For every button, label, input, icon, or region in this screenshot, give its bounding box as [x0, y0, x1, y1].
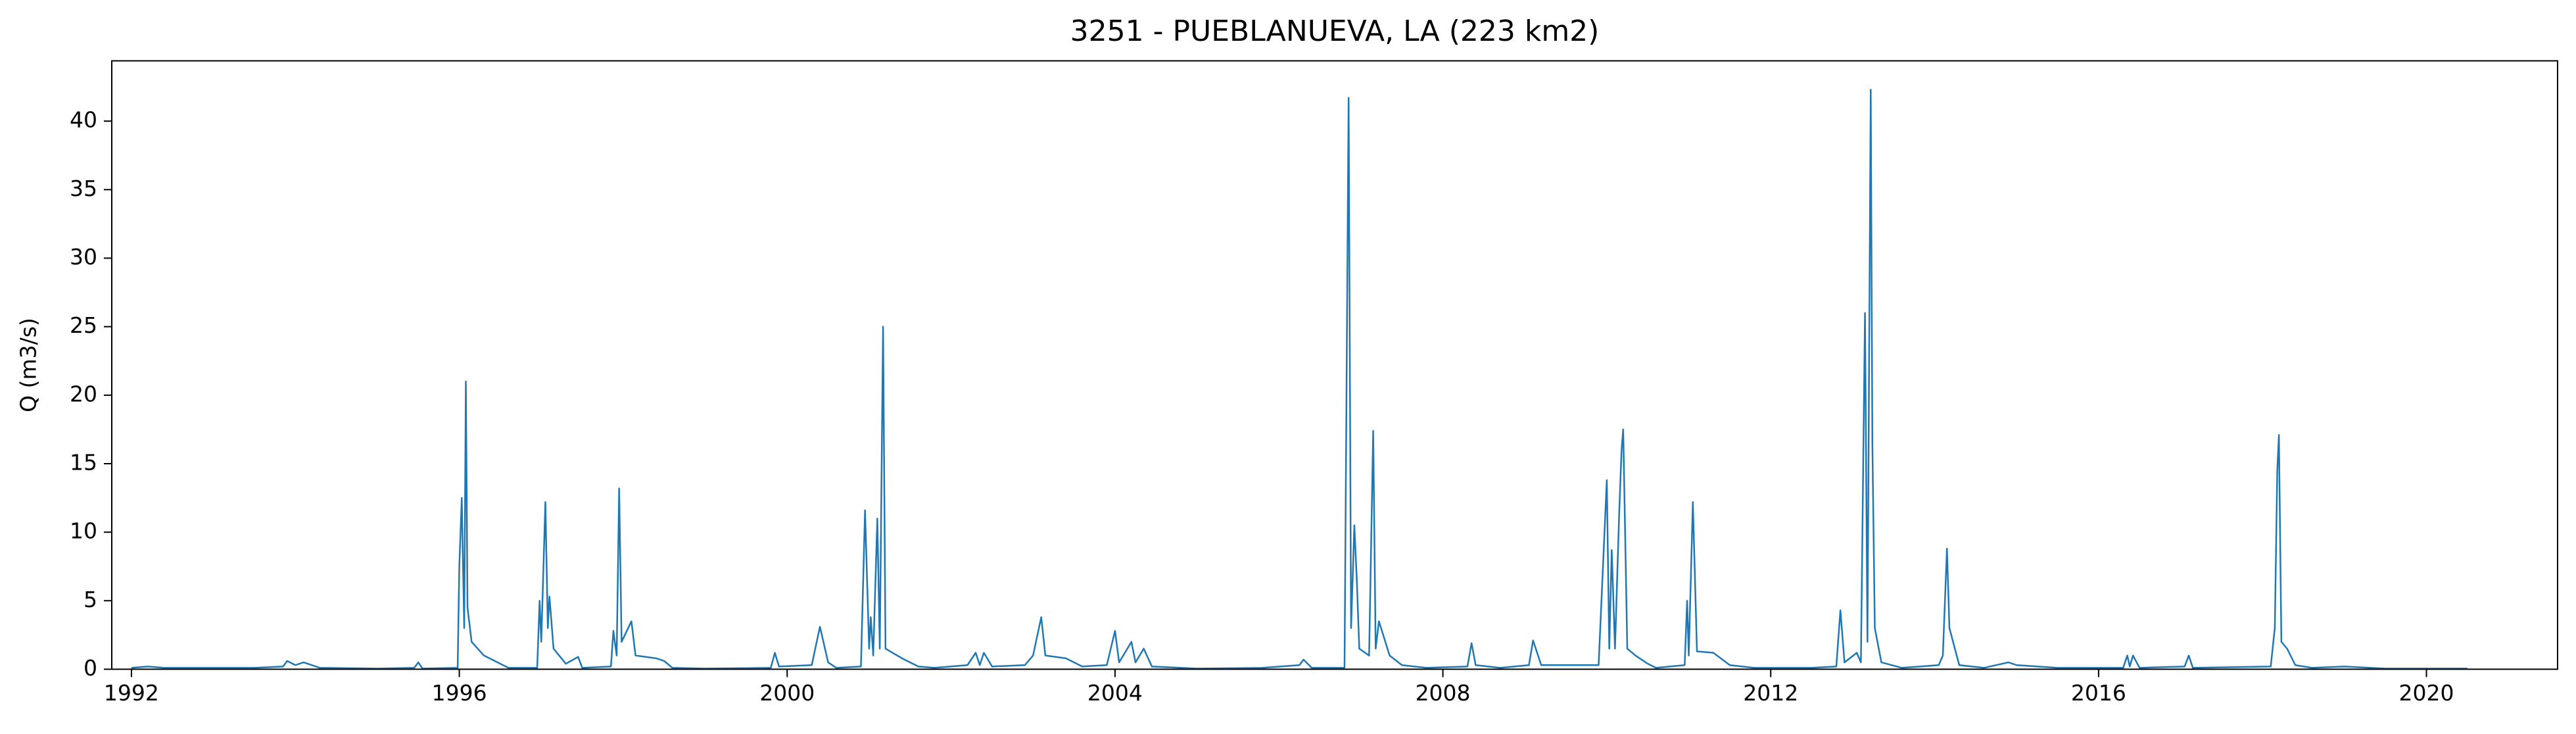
y-tick-label: 40	[70, 107, 97, 133]
line-series	[131, 89, 2468, 670]
x-tick-label: 2000	[759, 680, 815, 706]
x-tick-label: 1996	[432, 680, 487, 706]
y-tick-label: 5	[83, 587, 97, 612]
y-tick-label: 15	[70, 450, 97, 476]
chart-title: 3251 - PUEBLANUEVA, LA (223 km2)	[1070, 14, 1600, 48]
x-tick-label: 2008	[1416, 680, 1471, 706]
y-tick-label: 0	[83, 655, 97, 681]
y-tick-label: 10	[70, 518, 97, 544]
y-tick-label: 35	[70, 176, 97, 201]
plot-frame	[111, 60, 2558, 670]
y-tick-label: 30	[70, 244, 97, 270]
x-tick-label: 1992	[104, 680, 159, 706]
x-tick-label: 2004	[1087, 680, 1143, 706]
y-axis-label: Q (m3/s)	[16, 318, 41, 412]
x-tick-label: 2012	[1743, 680, 1798, 706]
y-tick-label: 20	[70, 381, 97, 406]
x-tick-label: 2016	[2071, 680, 2126, 706]
y-tick-label: 25	[70, 312, 97, 338]
x-tick-label: 2020	[2399, 680, 2454, 706]
